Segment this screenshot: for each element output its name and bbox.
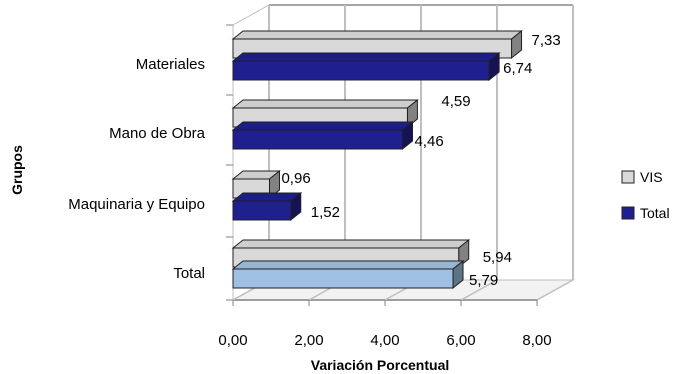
bar-total-1 <box>231 120 414 151</box>
legend-label-1: Total <box>640 205 670 221</box>
legend: VIS Total <box>621 169 670 221</box>
bar-total-2 <box>231 191 303 222</box>
data-label-total-0: 6,74 <box>503 60 532 77</box>
legend-item-1: Total <box>621 205 670 221</box>
x-tick-0: 0,00 <box>218 332 247 349</box>
data-label-vis-2: 0,96 <box>281 170 310 187</box>
data-labels: 7,336,74 4,59 4,46 0,961,52 5,94 5,79 <box>281 32 560 289</box>
legend-swatch-0 <box>621 170 635 184</box>
x-axis-title: Variación Porcentual <box>311 357 450 373</box>
data-label-vis-3: 5,94 <box>483 249 512 266</box>
legend-label-0: VIS <box>640 169 663 185</box>
x-tick-2: 4,00 <box>370 332 399 349</box>
category-label-1: Mano de Obra <box>109 125 206 142</box>
x-tick-4: 8,00 <box>522 332 551 349</box>
category-label-3: Total <box>173 265 205 282</box>
legend-item-0: VIS <box>621 169 663 185</box>
category-label-2: Maquinaria y Equipo <box>68 196 205 213</box>
data-label-total-1: 4,46 <box>414 133 443 150</box>
data-label-total-2: 1,52 <box>311 204 340 221</box>
bars <box>231 29 523 290</box>
y-axis-title: Grupos <box>9 145 25 195</box>
bar-total-0 <box>231 51 501 82</box>
category-labels: Materiales Mano de Obra Maquinaria y Equip… <box>68 56 205 282</box>
data-label-vis-1: 4,59 <box>441 93 470 110</box>
data-label-vis-0: 7,33 <box>532 32 561 49</box>
bar-total-3 <box>231 259 465 290</box>
x-tick-3: 6,00 <box>446 332 475 349</box>
data-label-total-3: 5,79 <box>469 272 498 289</box>
legend-swatch-1 <box>621 206 635 220</box>
x-tick-labels: 0,00 2,00 4,00 6,00 8,00 <box>218 332 551 349</box>
category-label-0: Materiales <box>136 56 205 73</box>
x-tick-1: 2,00 <box>294 332 323 349</box>
